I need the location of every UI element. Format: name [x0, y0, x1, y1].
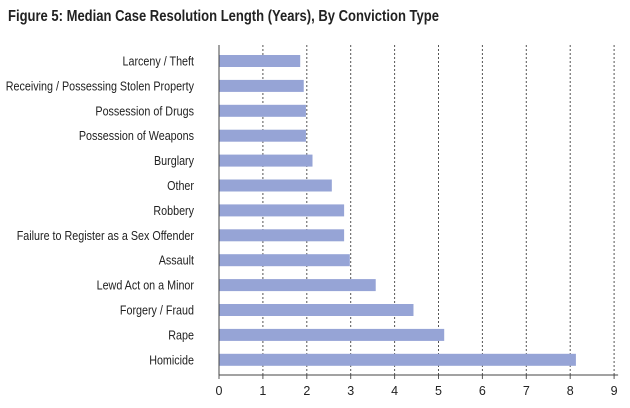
- x-tick-label: 4: [391, 384, 398, 398]
- category-label: Possession of Drugs: [95, 104, 194, 118]
- category-label: Larceny / Theft: [123, 55, 195, 69]
- x-tick-label: 2: [303, 384, 310, 398]
- category-label: Assault: [159, 254, 195, 268]
- x-tick-label: 7: [523, 384, 530, 398]
- axes: [218, 45, 619, 379]
- x-tick-label: 6: [479, 384, 486, 398]
- bar: [219, 254, 350, 267]
- category-labels: Larceny / Theft Receiving / Possessing St…: [6, 55, 195, 368]
- category-label: Homicide: [149, 353, 194, 367]
- x-tick-label: 9: [611, 384, 618, 398]
- chart-title: Figure 5: Median Case Resolution Length …: [8, 8, 439, 25]
- bar: [219, 55, 301, 67]
- bar: [219, 154, 313, 167]
- category-label: Lewd Act on a Minor: [97, 279, 194, 293]
- x-tick-label: 5: [435, 384, 442, 398]
- x-tick-label: 0: [216, 384, 223, 398]
- x-tick-label: 3: [347, 384, 354, 398]
- bar: [219, 229, 345, 242]
- bar: [219, 353, 576, 366]
- bar: [219, 104, 306, 117]
- category-label: Forgery / Fraud: [120, 304, 194, 318]
- category-label: Failure to Register as a Sex Offender: [17, 229, 194, 243]
- bar: [219, 129, 306, 142]
- bar: [219, 179, 332, 192]
- category-label: Possession of Weapons: [79, 129, 194, 143]
- category-label: Other: [167, 179, 194, 193]
- bar: [219, 204, 345, 217]
- bars: [219, 55, 576, 366]
- tick-labels: 0 1 2 3 4 5 6 7 8 9: [216, 384, 618, 398]
- bar: [219, 328, 445, 341]
- category-label: Robbery: [153, 204, 194, 218]
- bar: [219, 79, 304, 92]
- x-tick-label: 8: [567, 384, 574, 398]
- bar: [219, 279, 376, 292]
- category-label: Rape: [168, 328, 194, 342]
- x-tick-label: 1: [259, 384, 266, 398]
- bar: [219, 304, 414, 316]
- category-label: Burglary: [154, 154, 195, 168]
- category-label: Receiving / Possessing Stolen Property: [6, 79, 195, 93]
